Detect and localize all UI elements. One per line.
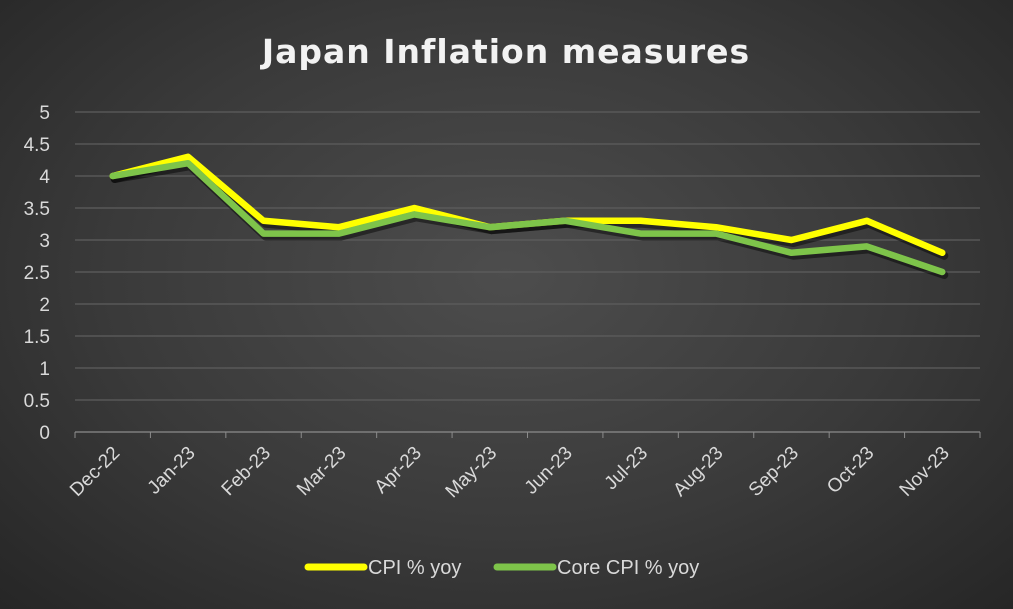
y-tick-label: 1.5 [24, 327, 50, 348]
x-tick-label: Apr-23 [371, 443, 426, 498]
legend-label: Core CPI % yoy [557, 557, 699, 579]
y-tick-label: 2.5 [24, 263, 50, 284]
x-tick-label: Feb-23 [218, 443, 275, 500]
x-tick-label: Aug-23 [669, 443, 727, 501]
legend-label: CPI % yoy [368, 557, 461, 579]
series-line-core-cpi [109, 159, 946, 276]
chart-title: Japan Inflation measures [260, 32, 750, 71]
y-tick-label: 3 [39, 231, 50, 252]
y-tick-label: 5 [39, 103, 50, 124]
y-tick-label: 4.5 [24, 135, 50, 156]
x-tick-label: May-23 [442, 443, 502, 503]
x-tick-label: Jul-23 [601, 443, 652, 494]
x-tick-label: Sep-23 [745, 443, 803, 501]
y-tick-label: 4 [39, 167, 50, 188]
x-tick-label: Oct-23 [823, 443, 878, 498]
x-tick-label: Mar-23 [293, 443, 350, 500]
y-tick-label: 0 [39, 423, 50, 444]
x-tick-label: Dec-22 [66, 443, 124, 501]
y-tick-label: 3.5 [24, 199, 50, 220]
x-tick-label: Jan-23 [144, 443, 200, 499]
x-tick-label: Jun-23 [521, 443, 577, 499]
y-tick-label: 2 [39, 295, 50, 316]
x-tick-label: Nov-23 [896, 443, 954, 501]
y-tick-label: 0.5 [24, 391, 50, 412]
y-tick-label: 1 [39, 359, 50, 380]
